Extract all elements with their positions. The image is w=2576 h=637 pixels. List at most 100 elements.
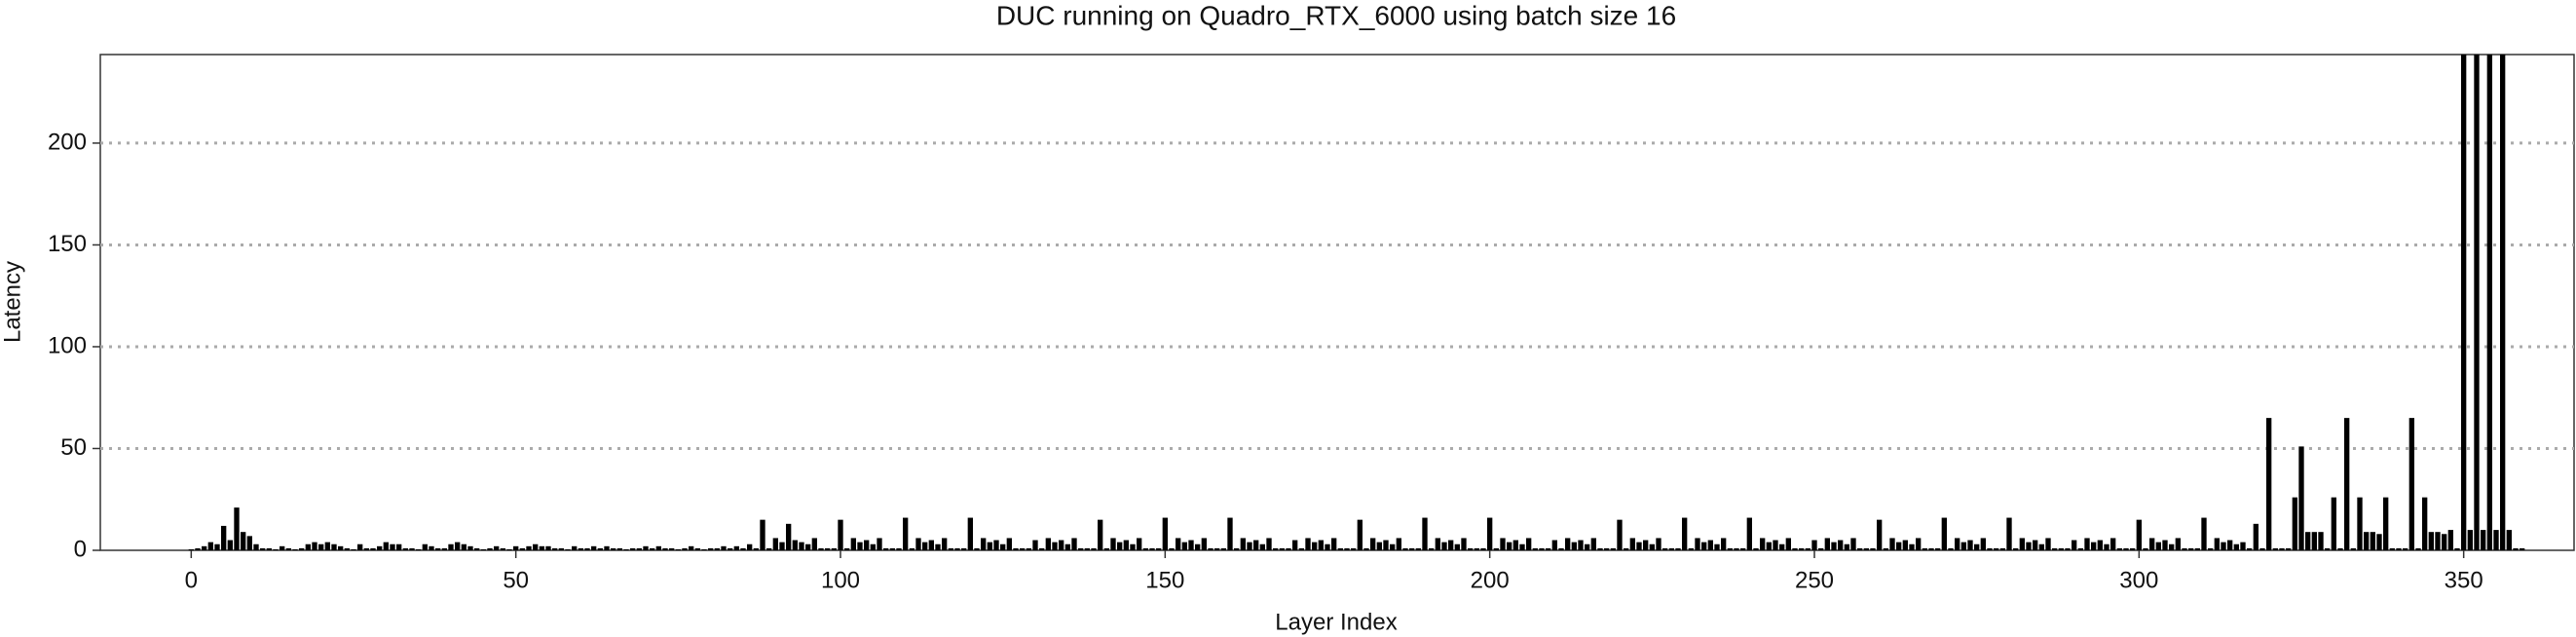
bar <box>1474 547 1479 550</box>
chart-title: DUC running on Quadro_RTX_6000 using bat… <box>996 0 1676 30</box>
bar <box>1551 540 1557 550</box>
bar <box>1026 547 1031 550</box>
bar <box>474 547 480 550</box>
bar <box>987 542 992 550</box>
bar <box>2520 547 2525 550</box>
bar <box>1234 547 1240 550</box>
bar <box>1195 543 1201 550</box>
bar <box>2169 543 2175 550</box>
bar <box>1214 547 1220 550</box>
bar <box>1253 540 1259 550</box>
bar <box>1402 547 1408 550</box>
bar <box>2493 530 2499 550</box>
bar <box>922 542 928 550</box>
bar <box>1811 540 1817 550</box>
bar <box>643 545 649 550</box>
bar <box>558 547 564 550</box>
bar <box>1831 542 1837 550</box>
bar <box>1546 547 1551 550</box>
bar <box>1773 540 1778 550</box>
bar <box>1123 540 1129 550</box>
bar <box>779 542 785 550</box>
bar <box>467 545 473 550</box>
bar <box>850 538 856 550</box>
bar <box>1532 547 1538 550</box>
bar <box>2454 547 2460 550</box>
bar <box>494 545 500 550</box>
bar <box>669 547 675 550</box>
bar <box>2486 55 2492 550</box>
bar <box>1149 547 1155 550</box>
bar <box>2403 547 2408 550</box>
bar <box>409 547 415 550</box>
bar <box>2097 540 2103 550</box>
bar <box>2506 530 2512 550</box>
bar <box>1298 547 1304 550</box>
bar <box>266 547 272 550</box>
bar <box>2233 543 2239 550</box>
bar <box>1396 538 1401 550</box>
bar <box>1084 547 1090 550</box>
bar <box>1948 547 1954 550</box>
bar <box>441 547 447 550</box>
bar <box>733 545 739 550</box>
bar <box>1714 543 1720 550</box>
bar <box>1312 542 1318 550</box>
bar <box>1662 547 1668 550</box>
bar <box>1020 547 1026 550</box>
bar <box>1039 547 1045 550</box>
bar <box>338 545 344 550</box>
bar <box>2376 534 2382 550</box>
bar <box>2481 530 2486 550</box>
bar <box>188 548 194 550</box>
bar <box>2389 547 2395 550</box>
x-tick-label: 350 <box>2445 567 2483 593</box>
bar <box>2201 517 2207 550</box>
bar <box>1682 517 1688 550</box>
bar <box>1974 543 1980 550</box>
bar <box>1448 540 1454 550</box>
bar <box>1052 542 1058 550</box>
bar <box>526 545 532 550</box>
bar <box>214 543 220 550</box>
bar <box>2188 547 2194 550</box>
bar <box>1922 547 1927 550</box>
bar <box>584 547 590 550</box>
bar <box>2149 538 2155 550</box>
bar <box>760 519 765 550</box>
bar <box>2058 547 2064 550</box>
bar <box>1877 519 1883 550</box>
bar <box>967 517 973 550</box>
bar <box>1727 547 1733 550</box>
bar <box>1909 543 1915 550</box>
bar <box>202 545 207 550</box>
bar <box>1896 542 1902 550</box>
bar <box>2116 547 2122 550</box>
bar <box>1363 547 1369 550</box>
bar <box>207 542 213 550</box>
bar <box>909 547 915 550</box>
bar <box>383 542 389 550</box>
bar <box>1181 542 1187 550</box>
bar <box>1422 517 1428 550</box>
bar <box>616 547 622 550</box>
bar <box>1916 538 1922 550</box>
x-tick-label: 300 <box>2119 567 2158 593</box>
bar <box>2422 497 2428 550</box>
bar <box>2247 547 2253 550</box>
bar <box>1142 547 1148 550</box>
bar <box>1273 547 1279 550</box>
bar <box>2337 547 2343 550</box>
bar <box>1960 542 1966 550</box>
bar <box>1259 543 1265 550</box>
bar <box>1507 542 1512 550</box>
bar <box>1539 547 1545 550</box>
bar <box>280 545 285 550</box>
bar <box>877 538 882 550</box>
bar <box>1220 547 1226 550</box>
bar <box>1889 538 1895 550</box>
bar <box>604 545 610 550</box>
bar <box>1792 547 1798 550</box>
bar <box>694 547 700 550</box>
